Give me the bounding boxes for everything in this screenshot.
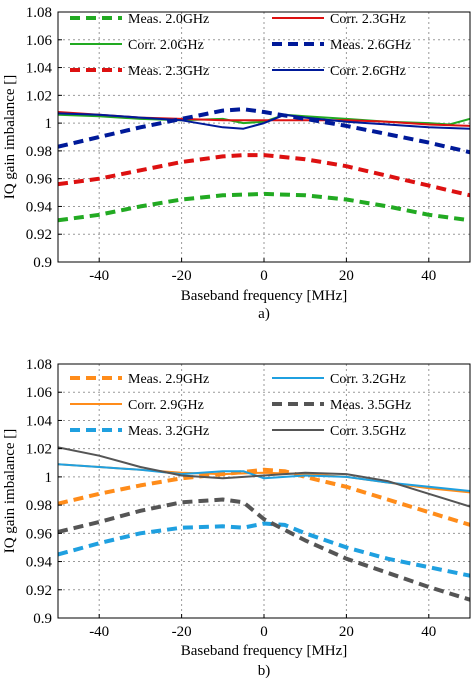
legend-entry-label: Meas. 2.3GHz xyxy=(128,64,209,79)
series-line-meas-2-3ghz xyxy=(58,153,470,198)
y-tick-label: 0.9 xyxy=(33,255,52,271)
y-tick-label: 0.92 xyxy=(26,583,52,599)
x-tick-label: -40 xyxy=(89,268,109,284)
y-tick-label: 0.98 xyxy=(26,498,52,514)
y-axis-label: IQ gain imbalance [] xyxy=(2,75,18,200)
y-tick-label: 1.08 xyxy=(26,357,52,373)
panel-label: a) xyxy=(258,306,270,322)
y-tick-label: 0.94 xyxy=(26,555,53,571)
chart-panel-b: -40 -20 0 20 40 0.9 0.92 0.94 0.96 0.98 1 1.02 1.04 1… xyxy=(2,357,471,679)
y-tick-label: 0.9 xyxy=(33,611,52,627)
y-tick-label: 1 xyxy=(45,116,53,132)
series-line-corr-3-5ghz xyxy=(58,446,470,508)
series-line-meas-2-0ghz xyxy=(58,191,470,223)
legend-entry-label: Meas. 3.5GHz xyxy=(330,398,411,413)
y-tick-label: 1.04 xyxy=(26,61,53,77)
y-tick-label: 0.98 xyxy=(26,144,52,160)
x-axis-label: Baseband frequency [MHz] xyxy=(181,288,348,304)
x-tick-label: 0 xyxy=(260,268,268,284)
chart-panel-a: -40 -20 0 20 40 0.9 0.92 0.94 0.96 0.98 1 1.02 1.04 1… xyxy=(2,5,471,322)
y-tick-label: 0.96 xyxy=(26,172,53,188)
x-tick-label: 40 xyxy=(421,624,436,640)
series-group xyxy=(58,446,470,602)
x-axis-label: Baseband frequency [MHz] xyxy=(181,643,348,659)
y-tick-label: 0.92 xyxy=(26,227,52,243)
y-tick-label: 1.06 xyxy=(26,385,53,401)
legend-entry-label: Corr. 2.3GHz xyxy=(330,12,406,27)
x-tick-label: -20 xyxy=(172,624,192,640)
y-tick-label: 1.08 xyxy=(26,5,52,21)
legend-entry-label: Meas. 3.2GHz xyxy=(128,424,209,439)
x-tick-label: -20 xyxy=(172,268,192,284)
y-tick-label: 1.06 xyxy=(26,33,53,49)
legend-entry-label: Meas. 2.6GHz xyxy=(330,38,411,53)
series-line-meas-3-5ghz xyxy=(58,497,470,602)
series-group xyxy=(58,107,470,223)
x-tick-label: -40 xyxy=(89,624,109,640)
legend-entry-label: Meas. 2.0GHz xyxy=(128,12,209,27)
x-tick-label: 20 xyxy=(339,624,354,640)
series-line-meas-2-6ghz xyxy=(58,107,470,155)
legend-entry-label: Corr. 2.6GHz xyxy=(330,64,406,79)
x-tick-label: 0 xyxy=(260,624,268,640)
y-tick-label: 0.96 xyxy=(26,526,53,542)
panel-label: b) xyxy=(258,663,271,679)
series-line-meas-3-2ghz xyxy=(58,521,470,578)
x-tick-label: 40 xyxy=(421,268,436,284)
legend-entry-label: Meas. 2.9GHz xyxy=(128,372,209,387)
x-tick-label: 20 xyxy=(339,268,354,284)
legend-entry-label: Corr. 2.0GHz xyxy=(128,38,204,53)
y-tick-label: 0.94 xyxy=(26,199,53,215)
series-line-corr-2-6ghz xyxy=(58,112,470,130)
y-tick-label: 1.02 xyxy=(26,442,52,458)
y-tick-label: 1.02 xyxy=(26,88,52,104)
legend-entry-label: Corr. 3.2GHz xyxy=(330,372,406,387)
legend-entry-label: Corr. 3.5GHz xyxy=(330,424,406,439)
legend-entry-label: Corr. 2.9GHz xyxy=(128,398,204,413)
y-tick-label: 1.04 xyxy=(26,413,53,429)
y-axis-label: IQ gain imbalance [] xyxy=(2,429,18,554)
y-tick-label: 1 xyxy=(45,470,53,486)
series-line-meas-2-9ghz xyxy=(58,467,470,527)
